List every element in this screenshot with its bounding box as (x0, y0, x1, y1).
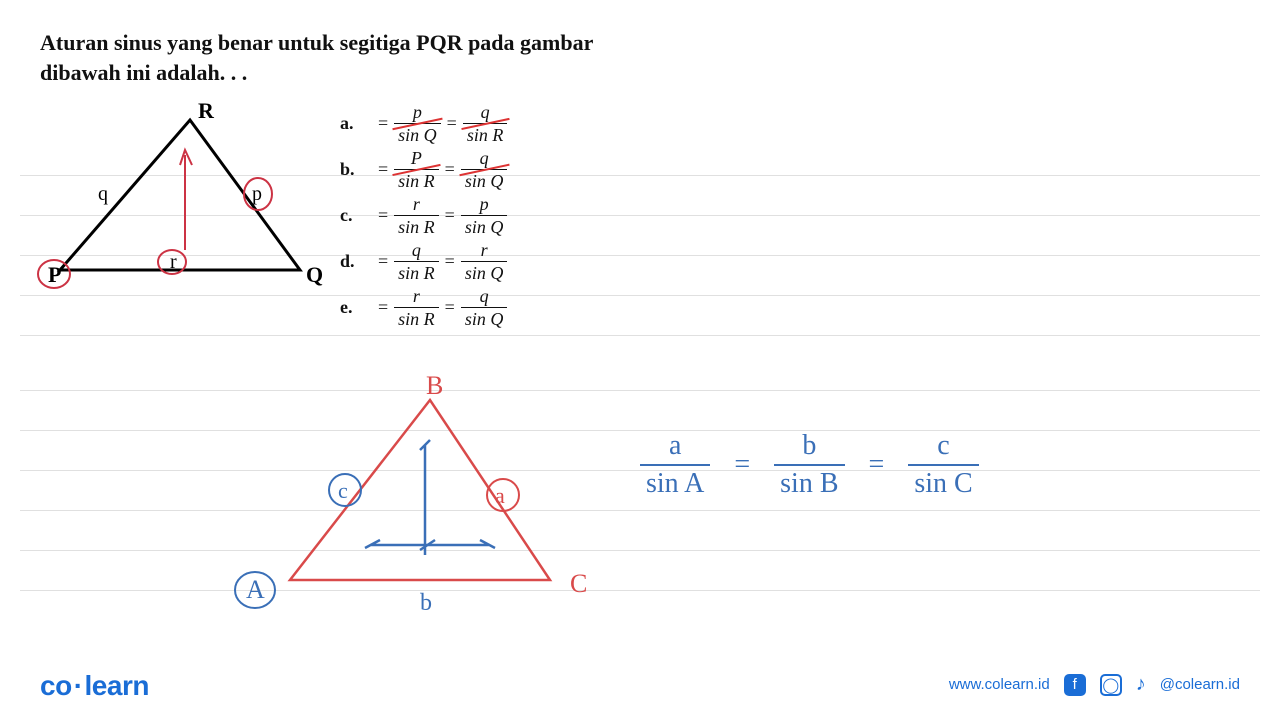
option-e: e. = rsin R = qsin Q (340, 284, 507, 330)
tiktok-icon: ♪ (1136, 673, 1146, 696)
triangle-pqr: P Q R q p r (20, 100, 330, 300)
option-b: b. = P sin R = q sin Q (340, 146, 507, 192)
vertex-Q: Q (306, 262, 323, 287)
option-d: d. = qsin R = rsin Q (340, 238, 507, 284)
svg-text:b: b (420, 590, 432, 616)
side-p: p (252, 183, 262, 205)
svg-text:a: a (495, 483, 505, 508)
question-line2: dibawah ini adalah. . . (40, 58, 593, 88)
instagram-icon: ◯ (1100, 674, 1122, 696)
option-a: a. = p sin Q = q sin R (340, 100, 507, 146)
footer-right: www.colearn.id f ◯ ♪ @colearn.id (949, 673, 1240, 696)
vertex-P: P (48, 262, 61, 287)
brand-logo: co·learn (40, 670, 149, 702)
svg-text:c: c (338, 478, 348, 503)
options-list: a. = p sin Q = q sin R b. = P sin R = q … (340, 100, 507, 330)
vertex-R: R (198, 100, 215, 123)
side-r: r (170, 251, 177, 273)
svg-text:B: B (426, 371, 443, 400)
svg-text:C: C (570, 569, 587, 598)
question-text: Aturan sinus yang benar untuk segitiga P… (40, 28, 593, 87)
sine-rule-formula: a sin A = b sin B = c sin C (640, 430, 979, 500)
footer-handle: @colearn.id (1160, 676, 1240, 693)
svg-text:A: A (246, 575, 265, 604)
option-c: c. = rsin R = psin Q (340, 192, 507, 238)
annotation-triangle-abc: B C A a c b (230, 370, 610, 620)
facebook-icon: f (1064, 674, 1086, 696)
side-q: q (98, 183, 108, 205)
footer-url: www.colearn.id (949, 676, 1050, 693)
question-line1: Aturan sinus yang benar untuk segitiga P… (40, 28, 593, 58)
